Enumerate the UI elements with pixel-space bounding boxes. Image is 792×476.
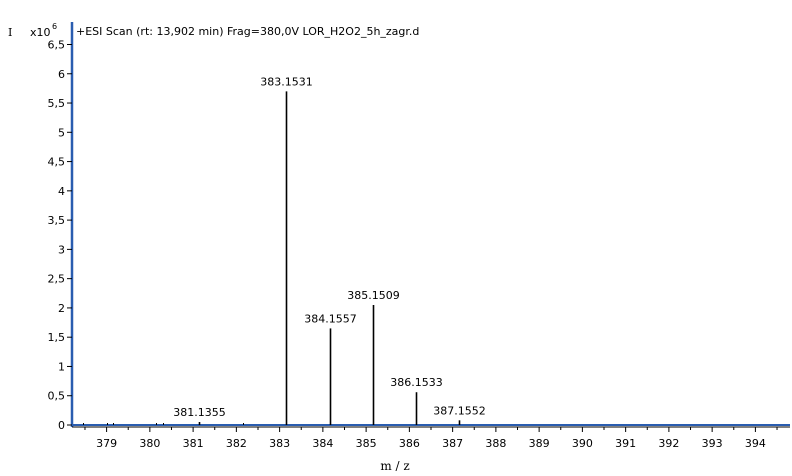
y-tick-label: 1 <box>58 360 65 373</box>
x-tick-label: 384 <box>312 437 333 450</box>
x-tick-label: 388 <box>485 437 506 450</box>
y-tick-label: 6 <box>58 68 65 81</box>
peak-label: 385.1509 <box>347 289 400 302</box>
peak-label: 383.1531 <box>260 75 313 88</box>
x-tick-label: 386 <box>399 437 420 450</box>
y-tick-label: 0,5 <box>48 390 66 403</box>
x-tick-label: 380 <box>139 437 160 450</box>
peak-labels: 381.1355 383.1531 384.1557 385.1509 386.1533… <box>173 75 486 419</box>
x-tick-label: 385 <box>356 437 377 450</box>
y-tick-label: 5 <box>58 126 65 139</box>
y-axis-label: I <box>8 26 12 39</box>
x-tick-label: 392 <box>658 437 679 450</box>
chart-title: +ESI Scan (rt: 13,902 min) Frag=380,0V L… <box>76 25 419 38</box>
y-tick-label: 2,5 <box>48 273 66 286</box>
peak-label: 386.1533 <box>390 376 443 389</box>
peak-label: 387.1552 <box>433 404 486 417</box>
minor-peaks <box>83 423 244 425</box>
x-tick-label: 383 <box>269 437 290 450</box>
y-tick-label: 2 <box>58 302 65 315</box>
y-scale-prefix: x10 <box>30 26 51 39</box>
x-tick-label: 390 <box>572 437 593 450</box>
y-tick-label: 4 <box>58 185 65 198</box>
x-tick-label: 391 <box>615 437 636 450</box>
y-tick-label: 3 <box>58 243 65 256</box>
y-tick-label: 1,5 <box>48 331 66 344</box>
x-tick-label: 381 <box>183 437 204 450</box>
x-tick-label: 394 <box>745 437 766 450</box>
y-tick-label: 4,5 <box>48 156 66 169</box>
y-tick-label: 0 <box>58 419 65 432</box>
x-tick-label: 393 <box>702 437 723 450</box>
peak-label: 381.1355 <box>173 406 226 419</box>
peaks <box>198 91 461 425</box>
y-scale-exponent: 6 <box>52 22 57 31</box>
peak-label: 384.1557 <box>304 312 357 325</box>
x-tick-label: 382 <box>226 437 247 450</box>
x-tick-label: 387 <box>442 437 463 450</box>
y-axis: 0 0,5 1 1,5 2 2,5 3 3,5 4 4,5 5 5,5 6 6,5 <box>48 22 74 432</box>
x-axis: 379 380 381 382 383 384 385 386 387 388 389 390 391 3… <box>72 424 790 450</box>
x-axis-label: m / z <box>380 459 409 473</box>
y-tick-label: 6,5 <box>48 38 66 51</box>
x-tick-label: 379 <box>96 437 117 450</box>
x-tick-label: 389 <box>529 437 550 450</box>
y-tick-label: 5,5 <box>48 97 66 110</box>
y-tick-label: 3,5 <box>48 214 66 227</box>
